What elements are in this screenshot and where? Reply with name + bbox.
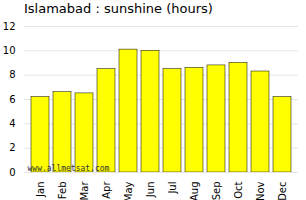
svg-text:Sep: Sep [211, 182, 222, 200]
svg-text:Jun: Jun [145, 182, 156, 199]
svg-text:10: 10 [3, 45, 16, 56]
svg-text:Jul: Jul [167, 182, 178, 195]
svg-text:Oct: Oct [233, 181, 244, 198]
html-text:Islamabad : sunshine (hours): Islamabad : sunshine (hours) [24, 1, 213, 16]
svg-text:May: May [123, 181, 134, 200]
svg-text:4: 4 [9, 118, 15, 129]
svg-text:Nov: Nov [255, 181, 266, 200]
svg-text:12: 12 [3, 21, 16, 32]
svg-text:Mar: Mar [79, 181, 90, 200]
svg-text:0: 0 [9, 167, 15, 178]
svg-text:Aug: Aug [189, 182, 200, 200]
svg-text:Jan: Jan [35, 182, 46, 198]
svg-text:Dec: Dec [277, 182, 288, 200]
svg-text:6: 6 [9, 94, 15, 105]
svg-text:8: 8 [9, 69, 15, 80]
svg-text:www.allmetsat.com: www.allmetsat.com [28, 164, 110, 173]
svg-text:Apr: Apr [101, 181, 112, 199]
svg-text:Feb: Feb [57, 182, 68, 200]
svg-text:2: 2 [9, 142, 15, 153]
